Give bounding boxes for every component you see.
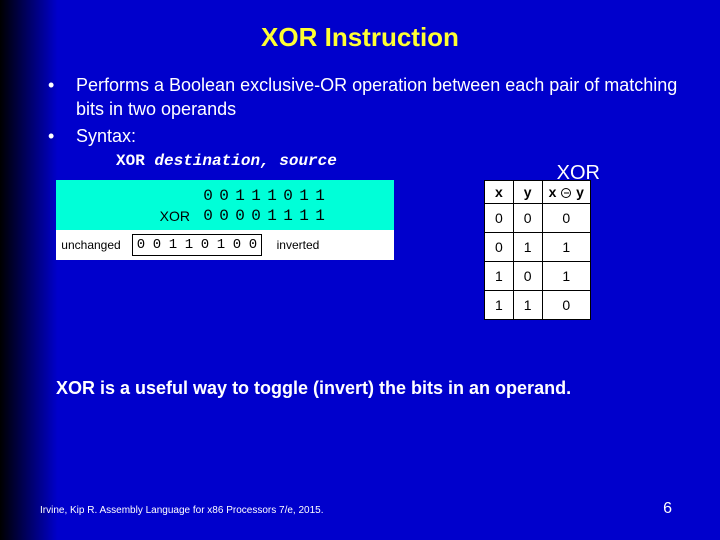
bullet-mark: • [48,124,76,148]
page-number: 6 [663,500,672,518]
bullet-item: • Syntax: [48,124,682,148]
bullet-text: Syntax: [76,124,682,148]
content-area: • Performs a Boolean exclusive-OR operat… [0,73,720,399]
syntax-src: source [279,152,337,170]
xor-diagram: 0 0 1 1 1 0 1 1 XOR 0 0 0 0 1 1 [56,180,394,260]
note-text: XOR is a useful way to toggle (invert) t… [56,378,682,399]
result-bits: 0 0 1 1 0 1 0 0 [132,234,262,256]
diagram-operand1: 0 0 1 1 1 0 1 1 [122,187,328,205]
truth-row: 011 [485,232,591,261]
truth-table: x y x y 000 011 101 110 [484,180,591,320]
diagram-row: 0 0 1 1 1 0 1 1 XOR 0 0 0 0 1 1 [48,180,682,320]
inverted-label: inverted [268,238,328,252]
bullet-mark: • [48,73,76,122]
truth-header-y: y [513,180,542,203]
truth-row: 000 [485,203,591,232]
bullet-list: • Performs a Boolean exclusive-OR operat… [48,73,682,148]
footer-citation: Irvine, Kip R. Assembly Language for x86… [40,505,324,516]
truth-row: 101 [485,261,591,290]
truth-header-x: x [485,180,514,203]
syntax-dest: destination, [154,152,279,170]
syntax-op: XOR [116,152,145,170]
diagram-result: unchanged 0 0 1 1 0 1 0 0 inverted [56,230,394,260]
xor-symbol-icon [561,188,571,198]
diagram-cyan: 0 0 1 1 1 0 1 1 XOR 0 0 0 0 1 1 [56,180,394,230]
xor-side-label: XOR [557,162,600,185]
bullet-text: Performs a Boolean exclusive-OR operatio… [76,73,682,122]
diagram-operand2: XOR 0 0 0 0 1 1 1 1 [122,207,328,225]
row2-label: XOR [122,208,200,224]
bullet-item: • Performs a Boolean exclusive-OR operat… [48,73,682,122]
unchanged-label: unchanged [56,238,126,252]
truth-row: 110 [485,290,591,319]
slide-title: XOR Instruction [0,0,720,73]
